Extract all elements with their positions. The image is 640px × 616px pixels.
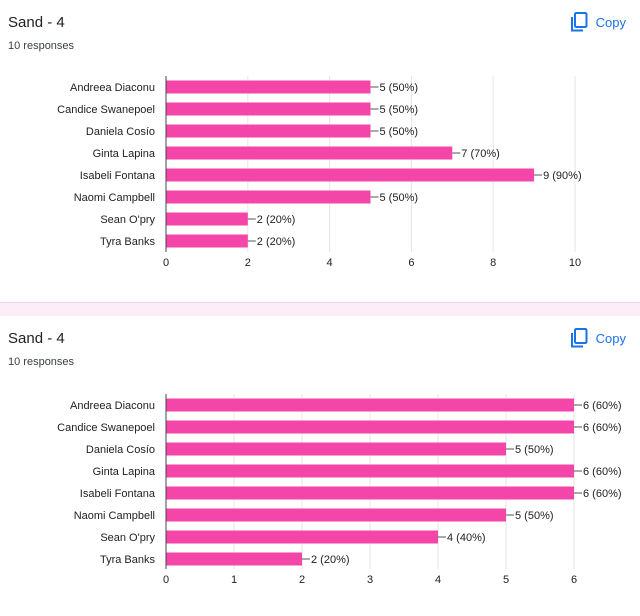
card-title: Sand - 4 (8, 330, 65, 347)
category-label: Tyra Banks (100, 554, 156, 566)
data-label: 9 (90%) (543, 170, 582, 182)
data-label: 5 (50%) (380, 126, 419, 138)
data-label: 6 (60%) (583, 488, 622, 500)
data-label: 2 (20%) (311, 554, 350, 566)
card-divider (0, 302, 640, 316)
data-label: 5 (50%) (380, 104, 419, 116)
bar (166, 168, 535, 182)
bar-chart-1: Andreea Diaconu 5 (50%) Candice Swanepoel 5… (57, 76, 582, 269)
category-label: Ginta Lapina (93, 148, 156, 160)
bar (166, 420, 574, 434)
category-label: Naomi Campbell (74, 510, 155, 522)
data-label: 6 (60%) (583, 466, 622, 478)
category-label: Ginta Lapina (93, 466, 156, 478)
responses-count: 10 responses (8, 40, 75, 52)
category-label: Andreea Diaconu (70, 400, 155, 412)
category-label: Tyra Banks (100, 236, 156, 248)
x-tick-label: 1 (231, 574, 237, 586)
data-label: 7 (70%) (461, 148, 500, 160)
x-tick-label: 10 (569, 257, 581, 269)
bar (166, 190, 371, 204)
x-tick-label: 6 (408, 257, 414, 269)
chart-card-1: Sand - 4 10 responses Copy Andreea Diaco… (0, 0, 640, 302)
x-tick-label: 0 (163, 574, 169, 586)
bar (166, 508, 506, 522)
category-label: Isabeli Fontana (80, 488, 156, 500)
category-label: Daniela Cosío (86, 444, 155, 456)
x-tick-label: 0 (163, 257, 169, 269)
x-tick-label: 4 (435, 574, 441, 586)
x-tick-label: 5 (503, 574, 509, 586)
category-label: Candice Swanepoel (57, 104, 155, 116)
card-title: Sand - 4 (8, 14, 65, 31)
data-label: 5 (50%) (515, 444, 554, 456)
x-tick-label: 2 (245, 257, 251, 269)
bar (166, 442, 506, 456)
bar (166, 234, 248, 248)
data-label: 5 (50%) (380, 82, 419, 94)
copy-icon (570, 12, 588, 32)
copy-button[interactable]: Copy (570, 12, 626, 32)
data-label: 6 (60%) (583, 400, 622, 412)
bar (166, 398, 574, 412)
copy-label: Copy (595, 14, 626, 30)
x-tick-label: 4 (327, 257, 333, 269)
bar (166, 464, 574, 478)
bar-chart-2: Andreea Diaconu 6 (60%) Candice Swanepoel 6… (57, 394, 622, 586)
data-label: 6 (60%) (583, 422, 622, 434)
copy-label: Copy (595, 330, 626, 346)
x-tick-label: 6 (571, 574, 577, 586)
category-label: Sean O'pry (100, 214, 155, 226)
x-tick-label: 2 (299, 574, 305, 586)
bar (166, 530, 438, 544)
data-label: 5 (50%) (515, 510, 554, 522)
x-tick-label: 3 (367, 574, 373, 586)
copy-button[interactable]: Copy (570, 328, 626, 348)
data-label: 5 (50%) (380, 192, 419, 204)
category-label: Sean O'pry (100, 532, 155, 544)
category-label: Isabeli Fontana (80, 170, 156, 182)
bar (166, 102, 371, 116)
copy-icon (570, 328, 588, 348)
bar (166, 552, 302, 566)
bar (166, 124, 371, 138)
bar (166, 212, 248, 226)
data-label: 2 (20%) (257, 214, 296, 226)
bar (166, 486, 574, 500)
category-label: Naomi Campbell (74, 192, 155, 204)
category-label: Candice Swanepoel (57, 422, 155, 434)
bar (166, 80, 371, 94)
data-label: 2 (20%) (257, 236, 296, 248)
category-label: Daniela Cosío (86, 126, 155, 138)
category-label: Andreea Diaconu (70, 82, 155, 94)
responses-count: 10 responses (8, 356, 75, 368)
bar (166, 146, 453, 160)
x-tick-label: 8 (490, 257, 496, 269)
data-label: 4 (40%) (447, 532, 486, 544)
chart-card-2: Sand - 4 10 responses Copy Andreea Diaco… (0, 316, 640, 616)
